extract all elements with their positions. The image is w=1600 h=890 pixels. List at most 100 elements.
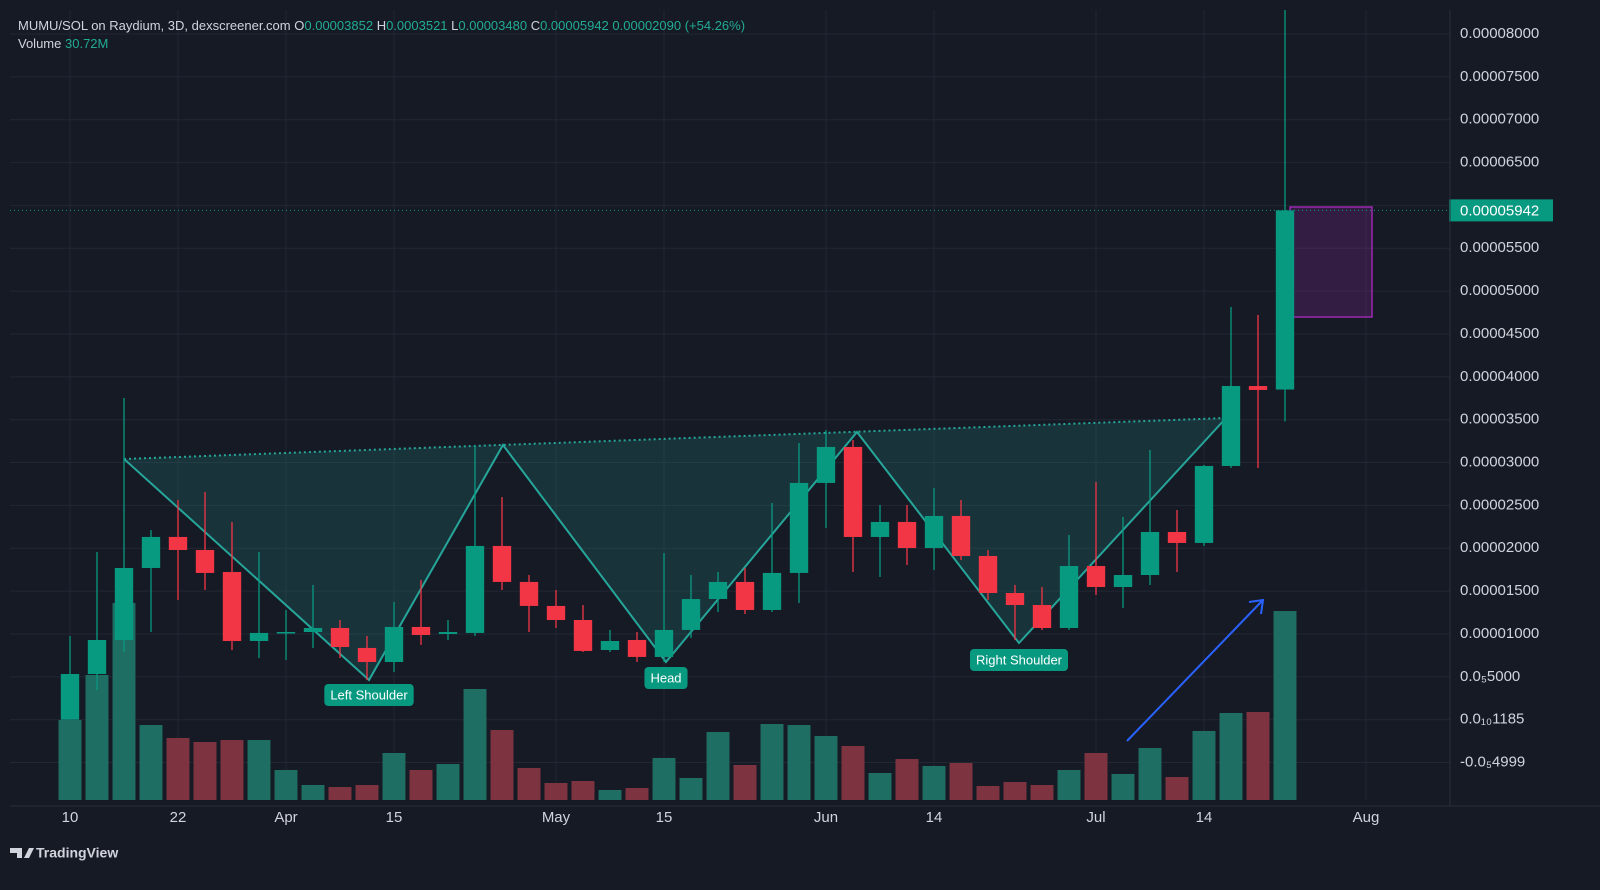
volume-bar — [463, 689, 487, 800]
target-box — [1289, 206, 1373, 318]
candle-body — [573, 620, 593, 651]
c-label: C — [531, 18, 540, 33]
x-tick-label: 14 — [1196, 809, 1213, 826]
volume-bar — [1165, 776, 1189, 800]
candle-body — [1059, 566, 1079, 628]
candle-body — [978, 555, 998, 594]
y-tick-label: -0.0₅4999 — [1460, 754, 1525, 771]
volume-bar — [1219, 713, 1243, 800]
y-tick-label: 0.00005500 — [1460, 239, 1539, 256]
volume-bar — [706, 732, 730, 800]
x-tick-label: 15 — [656, 809, 673, 826]
volume-bar — [409, 769, 433, 800]
grid — [10, 10, 1450, 800]
candle-body — [411, 626, 431, 636]
candle-body — [1086, 566, 1106, 588]
volume-title: Volume — [18, 36, 61, 51]
y-tick-label: 0.00004500 — [1460, 325, 1539, 342]
candle-body — [708, 581, 728, 600]
volume-bar — [787, 724, 811, 800]
volume-bar — [355, 784, 379, 800]
chart-header: MUMU/SOL on Raydium, 3D, dexscreener.com… — [18, 18, 745, 33]
candle-body — [816, 446, 836, 483]
candle-body — [546, 605, 566, 621]
candle-body — [681, 599, 701, 630]
volume-bar — [301, 784, 325, 800]
volume-bar — [58, 720, 82, 800]
volume-bar — [868, 772, 892, 800]
y-tick-label: 0.00003500 — [1460, 411, 1539, 428]
l-label: L — [451, 18, 458, 33]
candle-body — [87, 639, 107, 675]
volume-bar — [760, 724, 784, 800]
x-tick-label: Aug — [1353, 809, 1380, 826]
volume-bar — [436, 764, 460, 800]
annotation-box — [970, 649, 1068, 671]
volume-bar — [571, 780, 595, 800]
candle-body — [1167, 531, 1187, 543]
candle-body — [1194, 465, 1214, 543]
volume-bar — [166, 737, 190, 800]
volume-bar — [1246, 712, 1270, 800]
candle-body — [1005, 593, 1025, 606]
candle-body — [600, 641, 620, 651]
volume-bar — [814, 736, 838, 800]
x-tick-label: Apr — [274, 809, 297, 826]
candle-body — [168, 536, 188, 550]
y-tick-label: 0.00007000 — [1460, 111, 1539, 128]
candle-body — [1275, 210, 1295, 390]
candle-body — [951, 515, 971, 556]
pattern-fill — [124, 418, 1226, 680]
volume-bar — [544, 783, 568, 800]
candle-body — [303, 627, 323, 633]
y-tick-label: 0.00001000 — [1460, 625, 1539, 642]
labels: 0.00008000 0.00007500 0.00007000 0.00006500… — [62, 25, 1553, 826]
arrow — [1126, 600, 1263, 742]
volume-bar — [841, 745, 865, 800]
x-tick-label: Jul — [1086, 809, 1105, 826]
volume-bar — [85, 674, 109, 800]
y-tick-label: 0.00004000 — [1460, 368, 1539, 385]
y-tick-label: 0.0₁₀1185 — [1460, 711, 1524, 728]
symbol: MUMU/SOL on Raydium, 3D, dexscreener.com — [18, 18, 291, 33]
volume-bar — [733, 764, 757, 800]
candle-body — [114, 567, 134, 640]
volume-bar — [949, 763, 973, 800]
candle-body — [195, 549, 215, 573]
volume-bar — [328, 787, 352, 800]
x-tick-label: Jun — [814, 809, 838, 826]
volume-bar — [652, 757, 676, 800]
candles — [10, 10, 1450, 720]
candle-body — [1221, 386, 1241, 466]
candle-body — [249, 632, 269, 642]
annotation-box — [324, 684, 414, 706]
annotation-label: Left Shoulder — [330, 687, 408, 702]
volume-bar — [1003, 781, 1027, 800]
volume-bar — [976, 785, 1000, 800]
candle-body — [627, 639, 647, 657]
neckline — [123, 417, 1227, 460]
volume-bar — [193, 741, 217, 800]
candle-body — [276, 632, 296, 634]
volume-bar — [490, 729, 514, 800]
candle-body — [357, 647, 377, 663]
candle-body — [789, 482, 809, 573]
volume-bar — [1111, 773, 1135, 800]
candle-body — [762, 572, 782, 610]
candle-body — [141, 536, 161, 568]
volume-header: Volume 30.72M — [18, 36, 108, 51]
candle-body — [330, 627, 350, 648]
volume-bar — [1192, 730, 1216, 800]
volume-bar — [598, 789, 622, 800]
candle-body — [897, 521, 917, 549]
pattern-line — [123, 417, 1227, 682]
volume-bar — [517, 768, 541, 800]
volume-value: 30.72M — [65, 36, 108, 51]
volume-bars — [58, 602, 1297, 800]
watermark: TradingView — [36, 845, 118, 861]
candle-body — [1032, 605, 1052, 628]
x-tick-label: 15 — [386, 809, 403, 826]
annotation-box — [644, 667, 688, 689]
y-tick-label: 0.00005000 — [1460, 282, 1539, 299]
